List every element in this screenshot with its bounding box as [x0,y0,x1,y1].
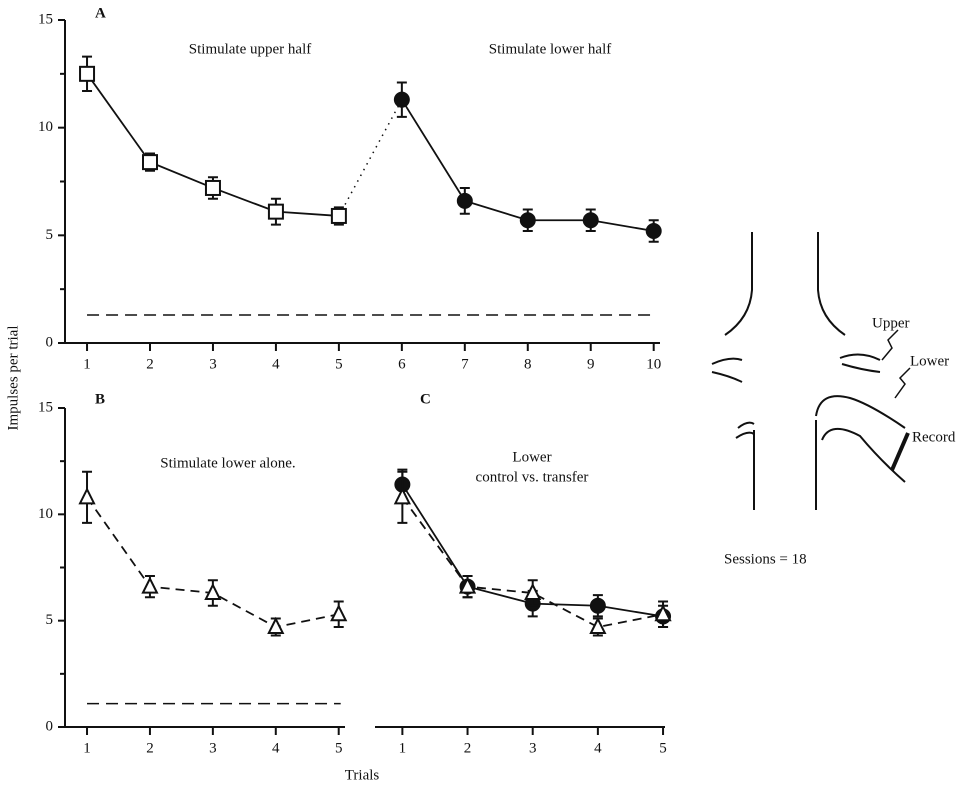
y-tick-label: 0 [46,718,54,734]
marker [591,619,605,633]
connector [339,100,402,216]
marker [206,181,220,195]
x-tick-label: 2 [146,356,154,372]
x-tick-label: 2 [146,740,154,756]
y-tick-label: 5 [46,227,54,243]
diagram-label: Upper [872,315,910,331]
page: {"y_label": "Impulses per trial", "x_lab… [0,0,980,788]
x-tick-label: 1 [83,740,91,756]
marker [332,606,346,620]
panel-label: A [95,5,106,21]
x-tick-label: 1 [399,740,407,756]
diagram-note: Sessions = 18 [724,551,807,567]
x-tick-label: 5 [335,356,343,372]
marker [584,213,598,227]
x-axis-label: Trials [345,767,380,783]
marker [143,579,157,593]
annotation: Lower [512,449,551,465]
x-tick-label: 5 [659,740,667,756]
annotation: Stimulate lower alone. [160,455,295,471]
x-tick-label: 10 [646,356,661,372]
marker [647,224,661,238]
marker [591,599,605,613]
annotation: Stimulate upper half [189,41,311,57]
marker [521,213,535,227]
x-tick-label: 4 [272,740,280,756]
x-tick-label: 3 [209,356,217,372]
y-tick-label: 0 [46,334,54,350]
x-tick-label: 2 [464,740,472,756]
diagram-label: Record [912,429,956,445]
marker [143,155,157,169]
marker [395,93,409,107]
annotation: control vs. transfer [476,469,589,485]
figure: Impulses per trial Trials Upper Lower Re… [0,0,980,788]
marker [269,205,283,219]
y-axis-label: Impulses per trial [5,326,21,431]
marker [269,619,283,633]
x-tick-label: 4 [272,356,280,372]
diagram-label: Lower [910,353,949,369]
x-tick-label: 4 [594,740,602,756]
marker [458,194,472,208]
nerve-diagram [712,232,910,510]
x-tick-label: 7 [461,356,469,372]
x-tick-label: 3 [209,740,217,756]
y-tick-label: 15 [38,399,53,415]
annotation: Stimulate lower half [489,41,611,57]
x-tick-label: 5 [335,740,343,756]
y-tick-label: 5 [46,612,54,628]
x-tick-label: 3 [529,740,537,756]
y-tick-label: 10 [38,119,53,135]
marker [80,67,94,81]
marker [80,489,94,503]
x-tick-label: 1 [83,356,91,372]
y-tick-label: 10 [38,506,53,522]
panel-label: C [420,391,431,407]
y-tick-label: 15 [38,11,53,27]
x-tick-label: 6 [398,356,406,372]
marker [332,209,346,223]
x-tick-label: 8 [524,356,532,372]
panel-label: B [95,391,105,407]
x-tick-label: 9 [587,356,595,372]
series-line [87,497,339,627]
